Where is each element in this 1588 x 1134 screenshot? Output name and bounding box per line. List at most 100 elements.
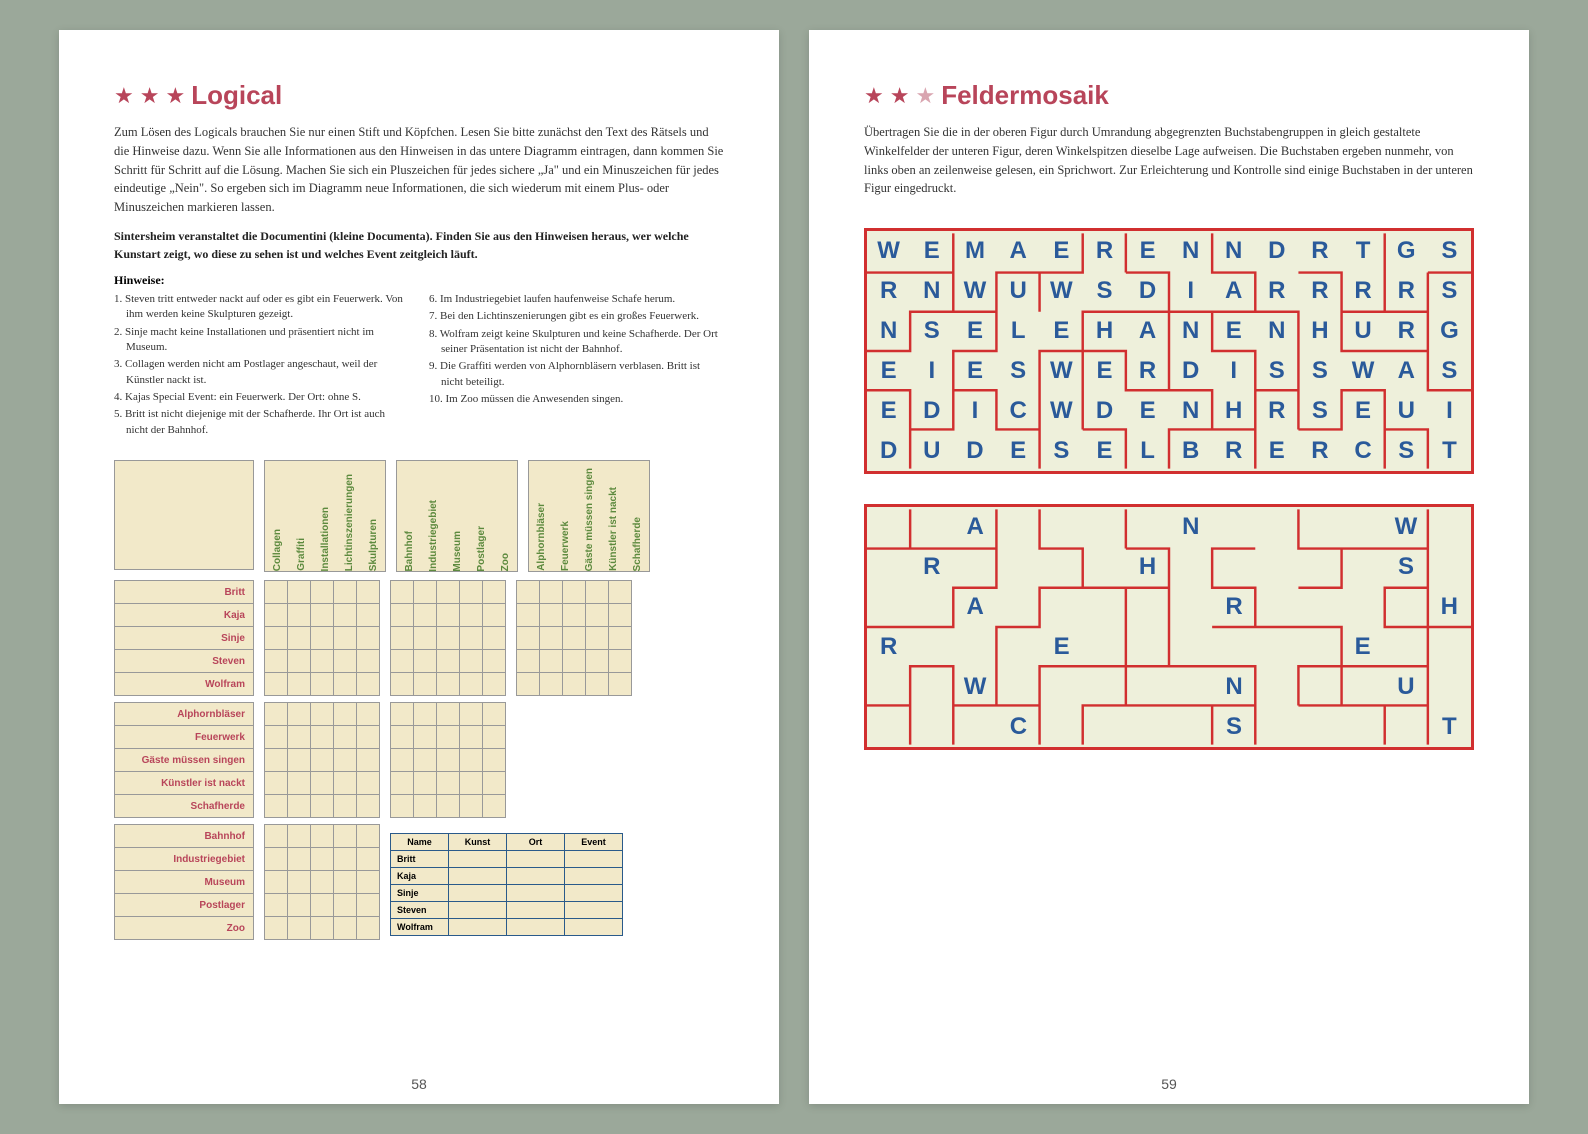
answer-cell[interactable]	[507, 851, 565, 868]
grid-cell[interactable]	[333, 626, 357, 650]
grid-cell[interactable]	[333, 824, 357, 848]
answer-cell[interactable]	[449, 902, 507, 919]
grid-cell[interactable]	[482, 649, 506, 673]
grid-cell[interactable]	[356, 672, 380, 696]
grid-cell[interactable]	[436, 626, 460, 650]
grid-cell[interactable]	[413, 725, 437, 749]
grid-cell[interactable]	[413, 626, 437, 650]
grid-cell[interactable]	[264, 702, 288, 726]
grid-cell[interactable]	[333, 893, 357, 917]
grid-cell[interactable]	[310, 580, 334, 604]
grid-cell[interactable]	[608, 672, 632, 696]
grid-cell[interactable]	[333, 794, 357, 818]
grid-cell[interactable]	[287, 893, 311, 917]
grid-cell[interactable]	[356, 870, 380, 894]
grid-cell[interactable]	[608, 603, 632, 627]
grid-cell[interactable]	[333, 771, 357, 795]
grid-cell[interactable]	[333, 580, 357, 604]
grid-cell[interactable]	[264, 626, 288, 650]
grid-cell[interactable]	[356, 603, 380, 627]
answer-cell[interactable]	[507, 868, 565, 885]
grid-cell[interactable]	[356, 626, 380, 650]
grid-cell[interactable]	[390, 794, 414, 818]
grid-cell[interactable]	[459, 626, 483, 650]
grid-cell[interactable]	[287, 748, 311, 772]
answer-cell[interactable]	[449, 919, 507, 936]
answer-cell[interactable]	[565, 868, 623, 885]
grid-cell[interactable]	[459, 748, 483, 772]
grid-cell[interactable]	[264, 870, 288, 894]
grid-cell[interactable]	[310, 870, 334, 894]
grid-cell[interactable]	[390, 672, 414, 696]
grid-cell[interactable]	[562, 580, 586, 604]
grid-cell[interactable]	[585, 672, 609, 696]
grid-cell[interactable]	[482, 626, 506, 650]
grid-cell[interactable]	[310, 771, 334, 795]
grid-cell[interactable]	[356, 794, 380, 818]
grid-cell[interactable]	[516, 580, 540, 604]
grid-cell[interactable]	[287, 725, 311, 749]
grid-cell[interactable]	[413, 748, 437, 772]
grid-cell[interactable]	[264, 916, 288, 940]
grid-cell[interactable]	[333, 603, 357, 627]
grid-cell[interactable]	[356, 580, 380, 604]
answer-cell[interactable]	[565, 902, 623, 919]
grid-cell[interactable]	[287, 672, 311, 696]
grid-cell[interactable]	[287, 702, 311, 726]
grid-cell[interactable]	[310, 649, 334, 673]
grid-cell[interactable]	[264, 672, 288, 696]
grid-cell[interactable]	[310, 748, 334, 772]
grid-cell[interactable]	[356, 916, 380, 940]
grid-cell[interactable]	[333, 916, 357, 940]
grid-cell[interactable]	[413, 580, 437, 604]
grid-cell[interactable]	[459, 794, 483, 818]
grid-cell[interactable]	[390, 626, 414, 650]
grid-cell[interactable]	[264, 580, 288, 604]
grid-cell[interactable]	[287, 626, 311, 650]
grid-cell[interactable]	[585, 626, 609, 650]
grid-cell[interactable]	[356, 847, 380, 871]
grid-cell[interactable]	[516, 603, 540, 627]
grid-cell[interactable]	[310, 603, 334, 627]
grid-cell[interactable]	[482, 672, 506, 696]
grid-cell[interactable]	[459, 771, 483, 795]
grid-cell[interactable]	[287, 870, 311, 894]
grid-cell[interactable]	[264, 893, 288, 917]
grid-cell[interactable]	[539, 580, 563, 604]
grid-cell[interactable]	[287, 649, 311, 673]
grid-cell[interactable]	[482, 794, 506, 818]
answer-cell[interactable]	[565, 885, 623, 902]
grid-cell[interactable]	[585, 580, 609, 604]
grid-cell[interactable]	[436, 580, 460, 604]
grid-cell[interactable]	[562, 603, 586, 627]
grid-cell[interactable]	[436, 672, 460, 696]
grid-cell[interactable]	[390, 580, 414, 604]
grid-cell[interactable]	[287, 847, 311, 871]
grid-cell[interactable]	[333, 748, 357, 772]
grid-cell[interactable]	[333, 847, 357, 871]
grid-cell[interactable]	[287, 794, 311, 818]
grid-cell[interactable]	[264, 748, 288, 772]
grid-cell[interactable]	[608, 580, 632, 604]
grid-cell[interactable]	[264, 725, 288, 749]
grid-cell[interactable]	[482, 748, 506, 772]
grid-cell[interactable]	[482, 580, 506, 604]
grid-cell[interactable]	[436, 725, 460, 749]
grid-cell[interactable]	[562, 672, 586, 696]
grid-cell[interactable]	[310, 893, 334, 917]
grid-cell[interactable]	[413, 672, 437, 696]
grid-cell[interactable]	[264, 824, 288, 848]
grid-cell[interactable]	[413, 771, 437, 795]
grid-cell[interactable]	[562, 649, 586, 673]
answer-cell[interactable]	[449, 851, 507, 868]
answer-cell[interactable]	[565, 851, 623, 868]
grid-cell[interactable]	[459, 649, 483, 673]
grid-cell[interactable]	[436, 748, 460, 772]
grid-cell[interactable]	[310, 725, 334, 749]
grid-cell[interactable]	[539, 649, 563, 673]
grid-cell[interactable]	[356, 824, 380, 848]
grid-cell[interactable]	[356, 771, 380, 795]
answer-cell[interactable]	[507, 919, 565, 936]
grid-cell[interactable]	[585, 649, 609, 673]
grid-cell[interactable]	[333, 672, 357, 696]
